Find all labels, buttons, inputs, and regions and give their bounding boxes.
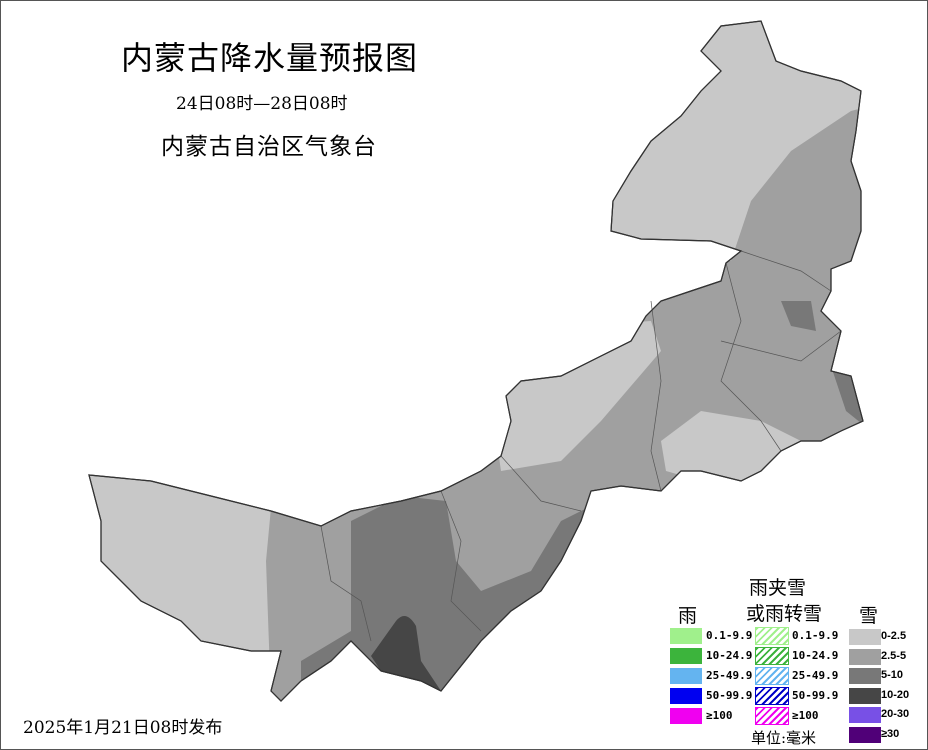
legend-swatch-snow-5 xyxy=(849,726,881,743)
legend-label-mixed-4: ≥100 xyxy=(792,709,819,722)
legend-label-rain-3: 50-99.9 xyxy=(706,689,753,702)
legend-label-mixed-1: 10-24.9 xyxy=(792,649,839,662)
forecast-period: 24日08时—28日08时 xyxy=(176,94,348,114)
legend-swatch-mixed-2 xyxy=(755,667,789,685)
legend-label-mixed-2: 25-49.9 xyxy=(792,669,839,682)
legend-swatch-mixed-0 xyxy=(755,627,789,645)
legend-swatch-mixed-1 xyxy=(755,647,789,665)
legend-snow-heading: 雪 xyxy=(859,605,879,627)
legend-label-rain-2: 25-49.9 xyxy=(706,669,753,682)
legend-label-snow-0: 0-2.5 xyxy=(881,630,907,642)
legend-label-snow-1: 2.5-5 xyxy=(881,649,907,662)
legend-swatch-rain-3 xyxy=(670,688,702,704)
legend-swatch-snow-1 xyxy=(849,648,881,665)
map-title: 内蒙古降水量预报图 xyxy=(121,39,419,77)
legend-label-mixed-0: 0.1-9.9 xyxy=(792,629,839,642)
legend-label-snow-5: ≥30 xyxy=(881,727,900,740)
legend-label-rain-0: 0.1-9.9 xyxy=(706,629,753,642)
legend-swatch-snow-0 xyxy=(849,629,881,645)
legend-unit: 单位:毫米 xyxy=(751,729,817,747)
legend-swatch-snow-2 xyxy=(849,668,881,684)
legend-label-snow-3: 10-20 xyxy=(881,688,910,701)
legend-label-rain-4: ≥100 xyxy=(706,709,733,722)
league-boundaries xyxy=(320,250,842,642)
legend-swatch-rain-2 xyxy=(670,668,702,684)
legend-label-mixed-3: 50-99.9 xyxy=(792,689,839,702)
snow-5-10-east-area xyxy=(781,301,816,331)
legend-label-rain-1: 10-24.9 xyxy=(706,649,753,662)
legend-label-snow-2: 5-10 xyxy=(881,669,904,681)
legend-swatch-snow-3 xyxy=(849,687,881,704)
legend-mixed-heading-2: 或雨转雪 xyxy=(746,603,823,625)
legend-label-snow-4: 20-30 xyxy=(881,708,910,720)
legend-swatch-rain-4 xyxy=(670,708,702,724)
legend-swatch-rain-0 xyxy=(670,628,702,644)
legend-swatch-rain-1 xyxy=(670,648,702,664)
issuer: 内蒙古自治区气象台 xyxy=(161,134,377,160)
inner-mongolia-boundary xyxy=(88,20,864,702)
legend-mixed-heading-1: 雨夹雪 xyxy=(749,577,807,599)
legend-swatch-snow-4 xyxy=(849,707,881,723)
legend-swatch-mixed-3 xyxy=(755,687,789,705)
issue-time: 2025年1月21日08时发布 xyxy=(23,718,223,738)
legend-swatch-mixed-4 xyxy=(755,707,789,725)
snow-0-2.5-west-area xyxy=(89,401,281,701)
legend-rain-heading: 雨 xyxy=(678,605,698,627)
